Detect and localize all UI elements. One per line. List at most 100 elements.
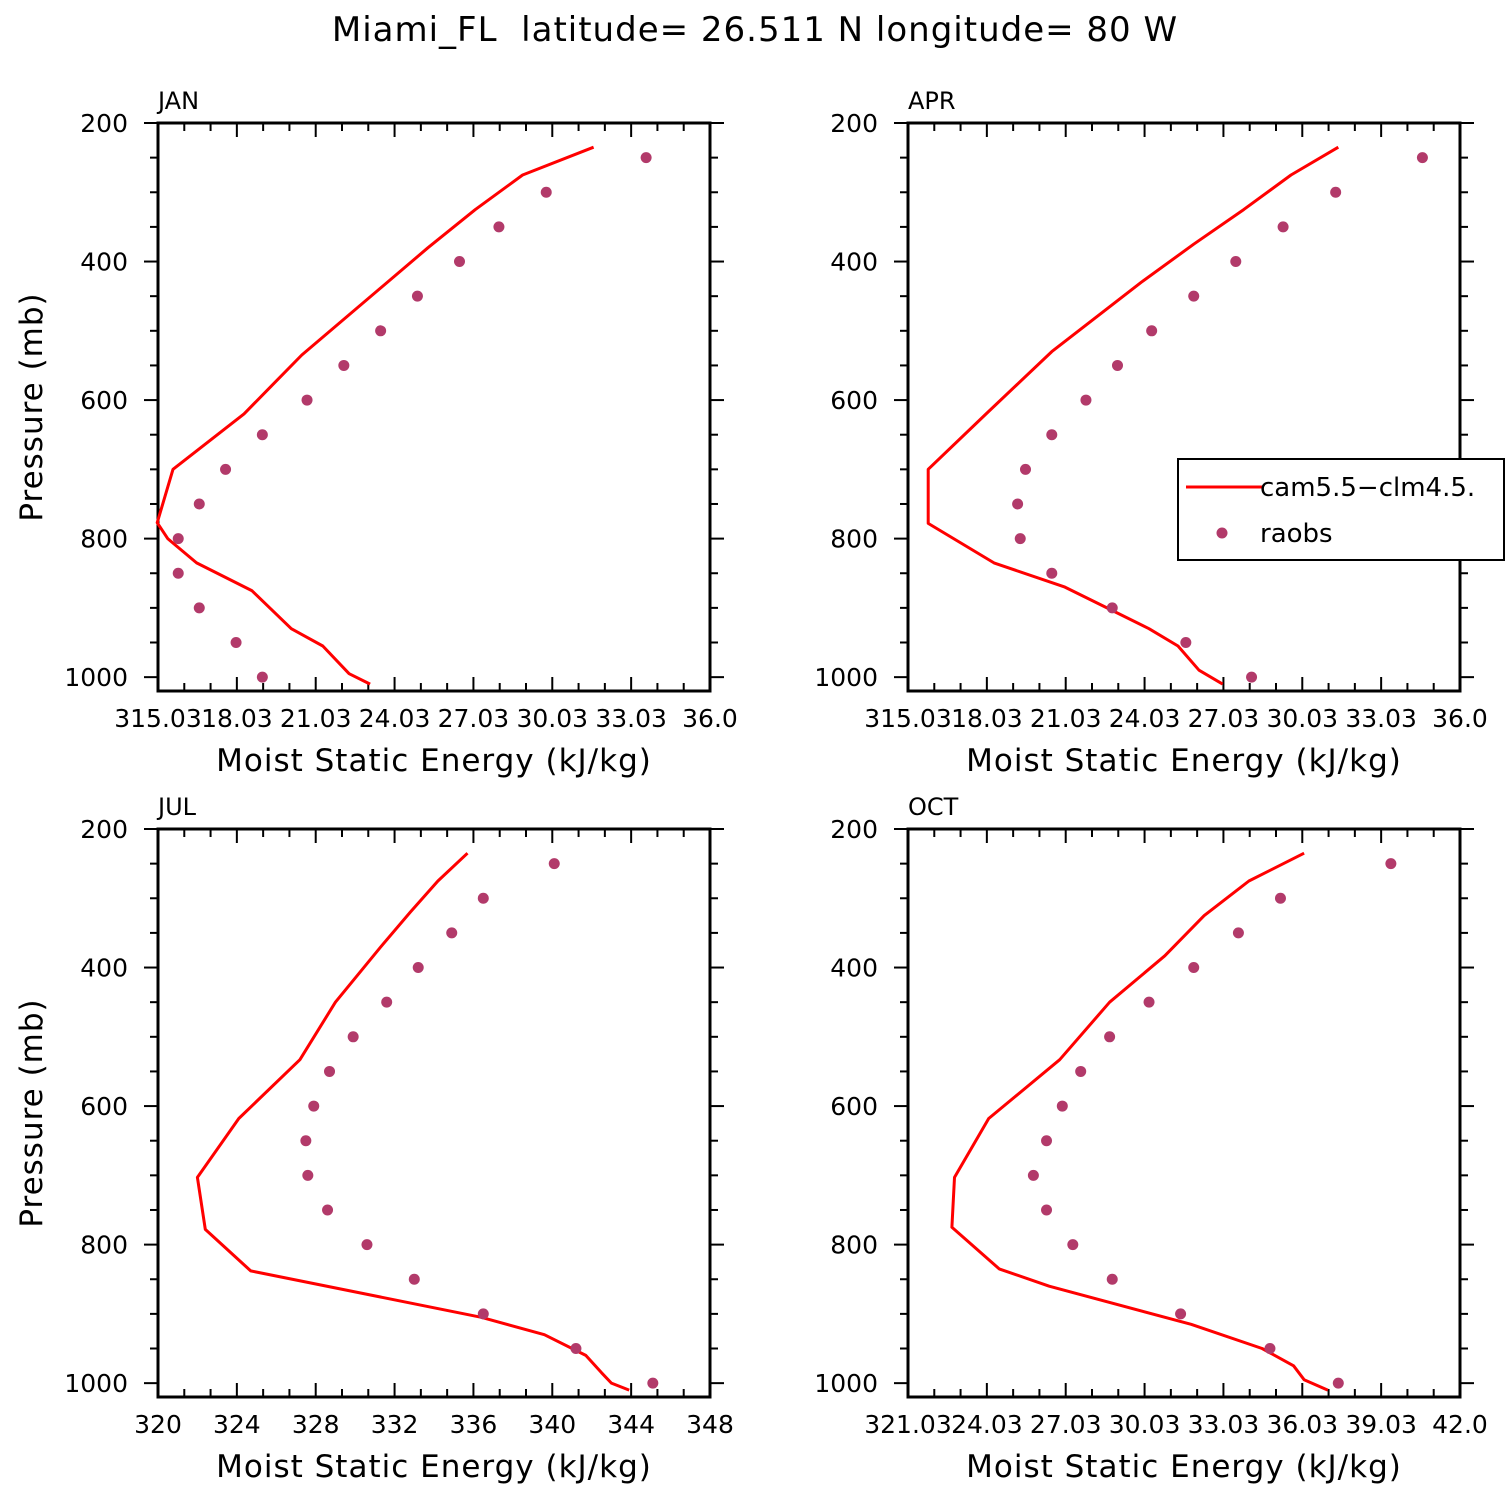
x-tick-label: 33.03 <box>1345 704 1417 733</box>
obs-point <box>1330 186 1342 198</box>
obs-point <box>324 1065 336 1077</box>
obs-point <box>412 962 424 974</box>
plot-frame <box>156 121 712 693</box>
obs-point <box>1277 221 1289 233</box>
obs-point <box>1046 429 1058 441</box>
x-tick-label: 30.03 <box>1266 704 1338 733</box>
plot-frame <box>906 827 1462 1399</box>
obs-point <box>220 463 232 475</box>
x-tick-label: 42.0 <box>1432 1410 1488 1439</box>
legend-obs-label: raobs <box>1260 519 1333 549</box>
obs-point <box>193 498 205 510</box>
panel-apr: 315.03 18.03 21.03 24.03 27.03 30.03 33.03 36.0… <box>814 87 1505 779</box>
model-series-line <box>950 851 1329 1392</box>
obs-point <box>1180 637 1192 649</box>
x-tick-label: 328 <box>292 1410 340 1439</box>
panel-label: OCT <box>908 793 959 821</box>
y-tick-label: 1000 <box>64 1369 128 1398</box>
obs-point <box>1067 1239 1079 1251</box>
obs-point <box>1012 498 1024 510</box>
x-axis-label: Moist Static Energy (kJ/kg) <box>216 1449 652 1485</box>
obs-point <box>230 637 242 649</box>
x-tick-label: 336 <box>450 1410 498 1439</box>
x-tick-label: 315.03 <box>864 704 951 733</box>
obs-point <box>477 892 489 904</box>
y-tick-label: 800 <box>80 1231 128 1260</box>
x-tick-label: 24.03 <box>951 1410 1023 1439</box>
obs-point <box>172 567 184 579</box>
model-series-line <box>195 852 630 1392</box>
obs-point <box>408 1273 420 1285</box>
x-tick-label: 344 <box>607 1410 655 1439</box>
obs-point <box>1416 152 1428 164</box>
obs-point <box>1106 1273 1118 1285</box>
obs-point <box>1264 1343 1276 1355</box>
obs-point <box>446 927 458 939</box>
obs-point <box>1075 1065 1087 1077</box>
obs-point <box>375 325 387 337</box>
obs-point <box>540 186 552 198</box>
legend-box <box>1177 458 1505 561</box>
obs-point <box>1188 290 1200 302</box>
x-tick-label: 320 <box>134 1410 182 1439</box>
panel-label: JUL <box>156 793 197 821</box>
obs-point <box>1274 892 1286 904</box>
x-tick-label: 24.03 <box>1109 704 1181 733</box>
x-tick-label: 36.0 <box>1432 704 1488 733</box>
obs-point <box>1146 325 1158 337</box>
obs-point <box>640 152 652 164</box>
panel-oct: 321.03 24.03 27.03 30.03 33.03 36.03 39.03 42.0… <box>814 793 1487 1485</box>
obs-point <box>493 221 505 233</box>
y-tick-label: 400 <box>80 954 128 983</box>
obs-point <box>300 1135 312 1147</box>
obs-point <box>1019 463 1031 475</box>
obs-point <box>322 1204 334 1216</box>
x-tick-label: 33.03 <box>1188 1410 1260 1439</box>
obs-point <box>1385 858 1397 870</box>
x-tick-label: 39.03 <box>1345 1410 1417 1439</box>
y-tick-label: 200 <box>80 109 128 138</box>
y-tick-label: 600 <box>830 386 878 415</box>
page-title: Miami_FL latitude= 26.511 N longitude= 8… <box>331 10 1179 50</box>
x-tick-label: 27.03 <box>1188 704 1260 733</box>
obs-point <box>381 996 393 1008</box>
x-tick-label: 340 <box>528 1410 576 1439</box>
y-tick-label: 400 <box>830 248 878 277</box>
y-axis-label: Pressure (mb) <box>14 998 50 1227</box>
x-tick-label: 21.03 <box>1030 704 1102 733</box>
x-tick-label: 24.03 <box>359 704 431 733</box>
legend-model-label: cam5.5−clm4.5. <box>1260 473 1475 503</box>
obs-point <box>1014 533 1026 545</box>
y-tick-label: 600 <box>80 386 128 415</box>
x-tick-label: 27.03 <box>438 704 510 733</box>
obs-point <box>1056 1100 1068 1112</box>
obs-point <box>548 858 560 870</box>
obs-point <box>1041 1135 1053 1147</box>
obs-point <box>1232 927 1244 939</box>
x-tick-label: 321.03 <box>864 1410 951 1439</box>
x-tick-label: 18.03 <box>951 704 1023 733</box>
obs-point <box>361 1239 373 1251</box>
panel-jul: 320 324 328 332 336 340 344 348 200 400 600 800 1000… <box>14 793 734 1485</box>
obs-point <box>1143 996 1155 1008</box>
x-tick-label: 21.03 <box>280 704 352 733</box>
obs-point <box>647 1377 659 1389</box>
y-tick-label: 800 <box>80 525 128 554</box>
obs-point <box>1175 1308 1187 1320</box>
obs-point <box>256 429 268 441</box>
obs-point <box>1027 1169 1039 1181</box>
obs-point <box>302 1169 314 1181</box>
model-series-line <box>926 145 1340 686</box>
obs-point <box>256 671 268 683</box>
model-series-line <box>155 145 595 686</box>
y-tick-label: 800 <box>830 1231 878 1260</box>
obs-point <box>411 290 423 302</box>
x-axis-label: Moist Static Energy (kJ/kg) <box>966 1449 1402 1485</box>
x-axis-label: Moist Static Energy (kJ/kg) <box>216 743 652 779</box>
obs-point <box>477 1308 489 1320</box>
obs-point <box>338 359 350 371</box>
y-tick-label: 200 <box>830 109 878 138</box>
x-tick-label: 30.03 <box>1109 1410 1181 1439</box>
obs-point <box>347 1031 359 1043</box>
